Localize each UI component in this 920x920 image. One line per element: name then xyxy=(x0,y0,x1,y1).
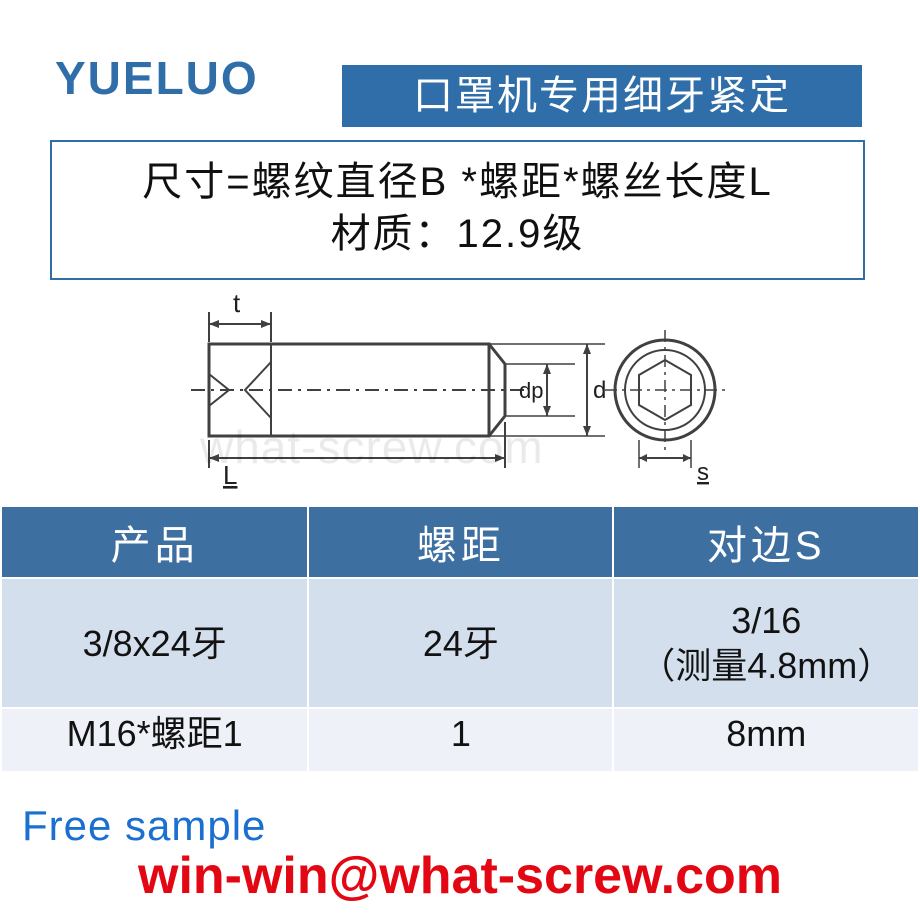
spec-table: 产品 螺距 对边S 3/8x24牙 24牙 3/16 （测量4.8mm） M16… xyxy=(0,505,920,773)
dim-label-t: t xyxy=(233,290,241,318)
table-header-row: 产品 螺距 对边S xyxy=(1,506,919,578)
free-sample-label: Free sample xyxy=(22,802,266,850)
dim-label-L: L xyxy=(223,460,237,490)
cell-product-1: M16*螺距1 xyxy=(1,708,308,772)
dim-label-dp: dp xyxy=(519,378,543,403)
cell-product-0: 3/8x24牙 xyxy=(1,578,308,708)
table-row: M16*螺距1 1 8mm xyxy=(1,708,919,772)
spec-line-size: 尺寸=螺纹直径B *螺距*螺丝长度L xyxy=(62,156,853,208)
spec-line-material: 材质：12.9级 xyxy=(62,208,853,260)
table-row: 3/8x24牙 24牙 3/16 （测量4.8mm） xyxy=(1,578,919,708)
screw-diagram: t dp xyxy=(185,290,745,490)
brand-logo: YUELUO xyxy=(55,55,259,101)
product-spec-card: YUELUO 口罩机专用细牙紧定 尺寸=螺纹直径B *螺距*螺丝长度L 材质：1… xyxy=(0,0,920,920)
cell-pitch-1: 1 xyxy=(308,708,613,772)
dim-label-d: d xyxy=(593,377,606,404)
cell-flats-0: 3/16 （测量4.8mm） xyxy=(613,578,919,708)
dim-label-s: s xyxy=(697,459,709,486)
title-banner: 口罩机专用细牙紧定 xyxy=(342,65,862,127)
cell-pitch-0: 24牙 xyxy=(308,578,613,708)
cell-flats-1: 8mm xyxy=(613,708,919,772)
col-header-pitch: 螺距 xyxy=(308,506,613,578)
col-header-across-flats: 对边S xyxy=(613,506,919,578)
col-header-product: 产品 xyxy=(1,506,308,578)
contact-email: win-win@what-screw.com xyxy=(0,846,920,906)
spec-box: 尺寸=螺纹直径B *螺距*螺丝长度L 材质：12.9级 xyxy=(50,140,865,280)
